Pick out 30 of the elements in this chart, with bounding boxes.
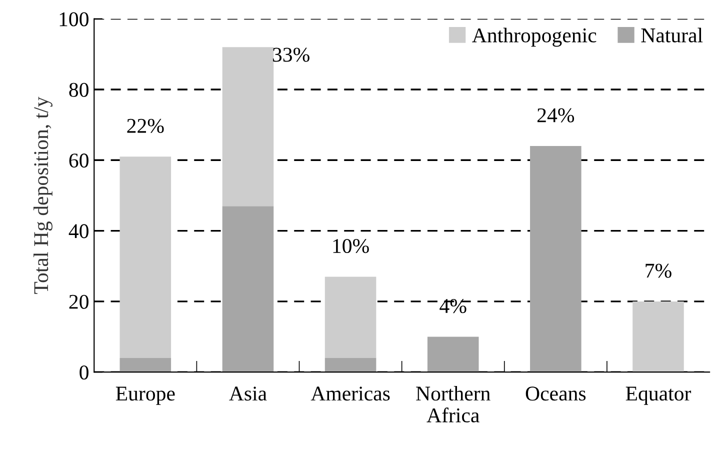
x-tick-label: Oceans	[526, 386, 586, 401]
bar	[427, 336, 479, 372]
y-tick-label: 20	[69, 294, 88, 309]
y-tick-label: 0	[80, 365, 88, 380]
y-axis-title: Total Hg deposition, t/y	[34, 96, 52, 294]
y-tick-label: 80	[69, 82, 88, 97]
x-tick-label: Equator	[626, 386, 692, 405]
annotation: 7%	[646, 264, 672, 278]
x-tick-label: Americas	[310, 386, 390, 401]
bar	[530, 146, 582, 372]
x-tick-label: Northern Africa	[416, 386, 490, 422]
x-tick-label: Europe	[116, 386, 175, 405]
bar	[324, 358, 376, 372]
bar	[324, 276, 376, 358]
legend-label: Anthropogenic	[472, 28, 596, 47]
legend-label: Natural	[641, 28, 703, 42]
y-tick-label: 100	[60, 12, 88, 26]
bar	[120, 358, 172, 372]
bar	[222, 206, 274, 372]
annotation: 22%	[127, 118, 164, 133]
annotation: 10%	[333, 238, 369, 254]
annotation: 33%	[272, 48, 310, 62]
y-tick-label: 60	[69, 154, 88, 168]
annotation: 4%	[440, 299, 466, 314]
bar	[120, 156, 172, 358]
bar	[632, 301, 684, 372]
y-tick-label: 40	[68, 224, 88, 238]
annotation: 24%	[537, 108, 574, 122]
bar	[222, 47, 274, 206]
x-tick-label: Asia	[229, 386, 267, 401]
